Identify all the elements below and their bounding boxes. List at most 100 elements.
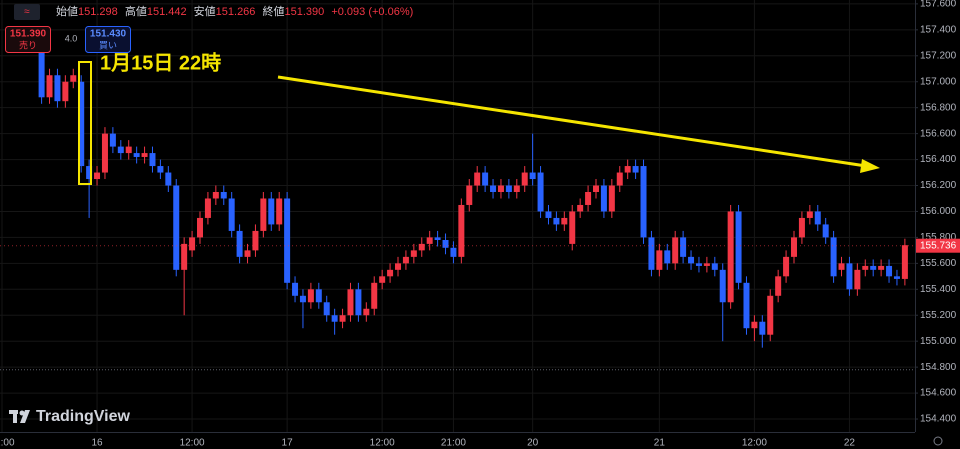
candle-body <box>149 153 156 167</box>
candle <box>767 289 774 342</box>
candles <box>38 42 908 348</box>
candle-body <box>791 237 797 257</box>
y-tick-label: 156.800 <box>920 102 957 113</box>
candle <box>878 259 885 277</box>
candle <box>307 282 314 309</box>
y-tick-label: 157.000 <box>920 76 957 87</box>
candle-body <box>54 75 61 102</box>
candle <box>854 263 861 296</box>
candle-body <box>798 217 805 238</box>
candle <box>173 179 180 277</box>
candle-body <box>466 185 473 205</box>
candle <box>252 224 259 257</box>
candle-body <box>355 289 362 316</box>
candle-body <box>268 198 275 225</box>
candle-body <box>339 315 346 322</box>
candle <box>355 282 362 322</box>
close-label: 終値 <box>262 4 284 18</box>
x-tick-label: 16 <box>91 438 103 449</box>
candle <box>189 230 196 257</box>
candle <box>315 282 322 309</box>
candle-body <box>656 250 663 270</box>
candle-body <box>315 289 322 303</box>
candle-body <box>735 211 742 283</box>
candle-body <box>553 217 560 225</box>
y-tick-label: 154.400 <box>920 414 957 425</box>
candle-body <box>616 172 623 186</box>
candle <box>838 256 845 277</box>
candle-body <box>395 263 401 270</box>
candle <box>513 179 520 199</box>
candle-body <box>204 198 211 218</box>
sell-button[interactable] <box>5 26 51 53</box>
candle-body <box>648 237 655 270</box>
candle-body <box>260 198 267 231</box>
low-value: 151.266 <box>216 6 256 18</box>
sell-price: 151.390 <box>10 29 47 40</box>
candle <box>814 204 821 231</box>
candle <box>474 166 481 192</box>
y-tick-label: 154.800 <box>920 362 957 373</box>
candle <box>62 75 69 108</box>
candle <box>260 192 267 238</box>
candle-body <box>418 243 425 251</box>
symbol-icon-glyph: ≈ <box>24 7 30 18</box>
candle <box>339 308 346 329</box>
logo: TradingView <box>9 408 131 425</box>
candle-body <box>893 276 900 279</box>
candle <box>703 256 710 273</box>
candle-body <box>189 237 196 251</box>
candle <box>149 146 156 173</box>
candle-body <box>505 185 512 192</box>
candle <box>442 233 449 255</box>
candle-body <box>688 256 695 264</box>
candle-body <box>173 185 180 270</box>
candle <box>133 146 140 164</box>
candle <box>371 276 378 316</box>
settings-icon[interactable] <box>933 436 943 446</box>
y-tick-label: 155.000 <box>920 336 957 347</box>
candle-body <box>181 243 188 270</box>
candle-body <box>545 211 552 218</box>
candle <box>157 159 164 180</box>
candle-body <box>695 263 702 266</box>
candle <box>363 302 370 322</box>
candle-body <box>886 265 893 277</box>
candle <box>268 192 275 231</box>
candle <box>893 269 900 286</box>
high-value: 151.442 <box>147 6 187 18</box>
candle <box>798 211 805 244</box>
candle-body <box>537 172 544 212</box>
x-tick-label: 12:00 <box>370 438 395 449</box>
candle <box>759 315 766 348</box>
x-tick-label: 12:00 <box>180 438 205 449</box>
candle-body <box>878 265 885 270</box>
candle <box>553 211 560 231</box>
x-tick-label: 21 <box>654 438 666 449</box>
candle <box>791 230 797 264</box>
candle <box>664 243 671 270</box>
candle <box>181 237 188 316</box>
candle-body <box>323 302 330 316</box>
candle <box>482 166 489 192</box>
candle-body <box>276 198 283 225</box>
last-price-tag <box>916 238 960 253</box>
candle-body <box>347 289 354 316</box>
candle-body <box>133 153 140 157</box>
y-tick-label: 154.600 <box>920 388 957 399</box>
candle <box>331 308 338 335</box>
y-tick-label: 155.200 <box>920 310 957 321</box>
candle-body <box>862 265 869 270</box>
candle-body <box>292 282 299 296</box>
candle <box>54 68 61 108</box>
buy-button[interactable] <box>85 26 131 53</box>
candle <box>418 237 425 257</box>
y-tick-label: 155.600 <box>920 258 957 269</box>
candle <box>284 192 291 290</box>
candle <box>395 256 401 277</box>
candle <box>220 185 227 205</box>
candle <box>806 204 813 225</box>
candle-body <box>442 240 449 248</box>
candle-body <box>371 282 378 309</box>
candle <box>434 230 441 247</box>
